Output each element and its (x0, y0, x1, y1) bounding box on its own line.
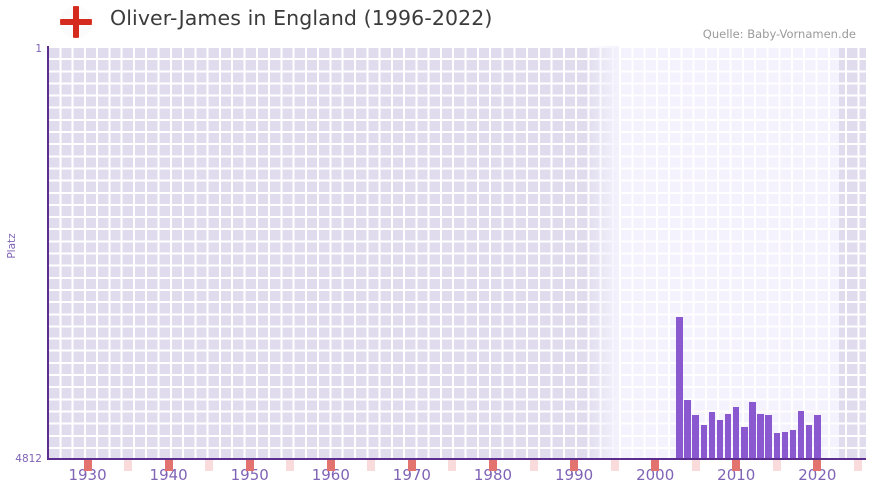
y-tick-bottom: 4812 (15, 453, 42, 465)
bar-2005 (692, 414, 699, 459)
x-mark-2005 (691, 460, 700, 471)
bar-2020 (814, 414, 821, 459)
x-tick-2020: 2020 (798, 466, 837, 484)
x-mark-1945 (205, 460, 214, 471)
y-axis-title: Platz (6, 233, 18, 259)
x-mark-1930 (83, 460, 92, 471)
bar-2008 (716, 420, 724, 459)
bar-2019 (805, 424, 813, 459)
bar-2014 (765, 414, 772, 459)
x-mark-1960 (326, 460, 335, 471)
x-tick-1990: 1990 (554, 466, 594, 484)
x-mark-1965 (367, 460, 376, 471)
x-mark-1970 (407, 460, 416, 471)
x-tick-2000: 2000 (636, 466, 675, 484)
bar-2018 (797, 411, 805, 459)
y-tick-top: 1 (35, 43, 42, 55)
x-mark-1980 (488, 460, 497, 471)
x-mark-2010 (732, 460, 741, 471)
x-tick-2010: 2010 (717, 466, 756, 484)
bar-2003 (676, 317, 683, 459)
x-mark-1940 (164, 460, 173, 471)
x-axis-line (47, 458, 866, 460)
x-tick-1980: 1980 (473, 466, 513, 484)
x-mark-1995 (610, 460, 619, 471)
bar-2017 (789, 430, 797, 459)
plot-canvas (47, 46, 866, 459)
x-tick-1950: 1950 (230, 466, 269, 484)
x-mark-2000 (651, 460, 660, 471)
bar-2007 (708, 411, 716, 459)
x-tick-1970: 1970 (392, 466, 431, 484)
data-range-highlight (618, 46, 840, 459)
x-tick-1940: 1940 (149, 466, 188, 484)
x-mark-2020 (813, 460, 822, 471)
bar-2004 (684, 399, 691, 459)
x-mark-1985 (529, 460, 538, 471)
bar-2015 (773, 433, 781, 459)
y-axis-line (47, 46, 49, 460)
x-mark-2025 (853, 460, 862, 471)
england-flag-icon (60, 6, 92, 38)
x-mark-1935 (124, 460, 133, 471)
x-tick-1930: 1930 (68, 466, 107, 484)
x-mark-1975 (448, 460, 457, 471)
bar-2009 (724, 414, 732, 459)
source-attribution: Quelle: Baby-Vornamen.de (702, 27, 856, 41)
bar-2011 (741, 426, 748, 459)
bar-2016 (781, 431, 789, 459)
x-mark-1990 (570, 460, 579, 471)
bar-2012 (749, 402, 756, 459)
bar-2013 (757, 413, 764, 459)
chart-title: Oliver-James in England (1996-2022) (110, 6, 493, 30)
x-mark-1950 (245, 460, 254, 471)
x-tick-1960: 1960 (311, 466, 350, 484)
bar-2010 (733, 406, 740, 459)
x-mark-1955 (286, 460, 295, 471)
bar-2006 (700, 424, 708, 459)
y-axis-labels: 1 4812 Platz (0, 40, 42, 465)
chart-header: Oliver-James in England (1996-2022) Quel… (0, 0, 873, 44)
x-mark-2015 (772, 460, 781, 471)
